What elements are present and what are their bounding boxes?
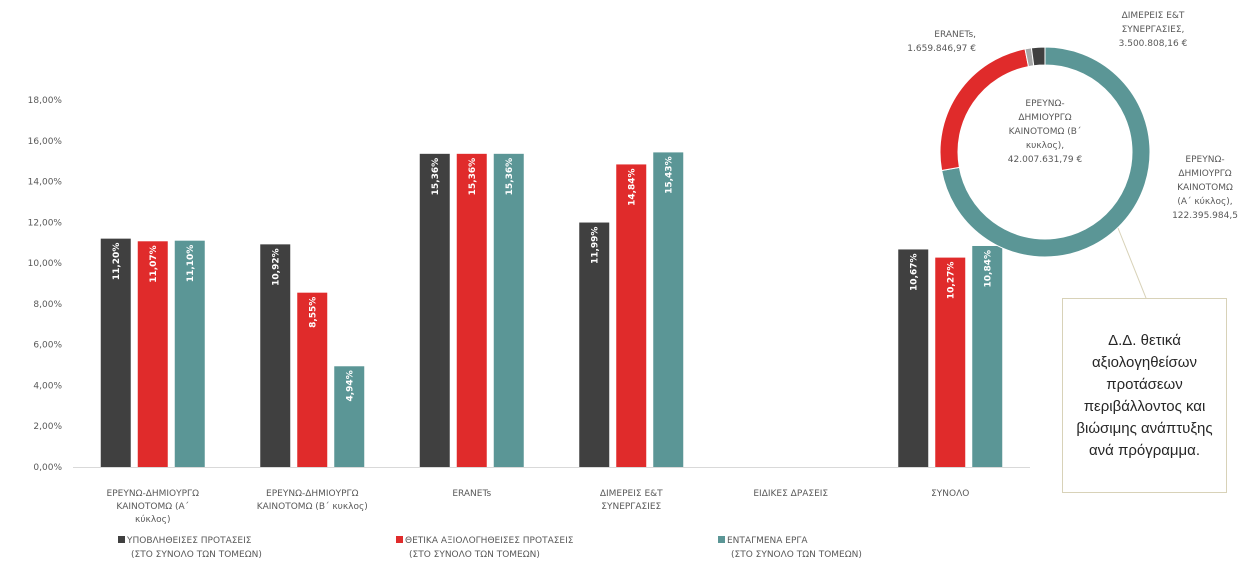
y-tick-label: 8,00% [33,300,62,310]
data-label: 15,36% [431,158,441,196]
donut-slice-label: ERANETs, 1.659.846,97 € [907,30,976,54]
bar-chart-x-ticks: ΕΡΕΥΝΩ-ΔΗΜΙΟΥΡΓΩ ΚΑΙΝΟΤΟΜΩ (Α΄ κύκλος) ΕΡΕΥ… [107,489,970,525]
bar [456,153,487,467]
y-tick-label: 4,00% [33,381,62,391]
bar [616,164,647,467]
legend-entry: ΥΠΟΒΛΗΘΕΙΣΕΣ ΠΡΟΤΑΣΕΙΣ (ΣΤΟ ΣΥΝΟΛΟ ΤΩΝ ΤΟ… [126,536,262,560]
donut-chart-labels: ΕΡΕΥΝΩ-ΔΗΜΙΟΥΡΓΩ ΚΑΙΝΟΤΟΜΩ (Α΄ κύκλος), 122… [907,11,1238,299]
donut-slice-label: ΕΡΕΥΝΩ-ΔΗΜΙΟΥΡΓΩ ΚΑΙΝΟΤΟΜΩ (Β΄ κυκλος), 42.… [1008,99,1083,165]
data-label: 10,27% [946,262,956,300]
data-label: 10,67% [909,253,919,291]
donut-slice [1030,46,1046,67]
y-tick-label: 18,00% [28,96,63,106]
legend-swatch [396,536,403,543]
data-label: 11,07% [149,245,159,282]
data-label: 11,99% [590,227,600,265]
bar-chart-bars [100,152,1003,467]
x-tick-label: ΣΥΝΟΛΟ [931,489,969,499]
donut-slice [941,46,1151,258]
bar [493,153,524,467]
bar [260,244,291,467]
bar [334,366,365,467]
data-label: 15,43% [664,156,674,194]
y-tick-label: 14,00% [28,178,63,188]
donut-slice-label: ΕΡΕΥΝΩ-ΔΗΜΙΟΥΡΓΩ ΚΑΙΝΟΤΟΜΩ (Α΄ κύκλος), 122… [1172,155,1238,221]
bar [100,238,131,467]
donut-slice-label: ΔΙΜΕΡΕΙΣ Ε&Τ ΣΥΝΕΡΓΑΣΙΕΣ, 3.500.808,16 € [1119,11,1188,49]
bar [898,249,929,467]
y-tick-label: 0,00% [33,463,62,473]
bar [297,292,328,467]
callout-box: Δ.Δ. θετικά αξιολογηθείσων προτάσεων περ… [1062,298,1227,493]
data-label: 11,20% [112,243,122,281]
y-tick-label: 10,00% [28,259,63,269]
bar [174,240,205,467]
bar [653,152,684,467]
y-tick-label: 6,00% [33,341,62,351]
y-tick-label: 16,00% [28,137,63,147]
data-label: 15,36% [468,158,478,196]
bar [137,241,168,467]
data-label: 8,55% [308,297,318,328]
legend-entry: ΕΝΤΑΓΜΕΝΑ ΕΡΓΑ (ΣΤΟ ΣΥΝΟΛΟ ΤΩΝ ΤΟΜΕΩΝ) [727,536,862,560]
bar-chart-data-labels: 11,20% 10,92% 15,36% 11,99% 10,67% 11,07% 8,55… [112,156,994,401]
bar-chart-legend: ΥΠΟΒΛΗΘΕΙΣΕΣ ΠΡΟΤΑΣΕΙΣ (ΣΤΟ ΣΥΝΟΛΟ ΤΩΝ ΤΟ… [118,536,862,560]
y-tick-label: 12,00% [28,218,63,228]
callout-leader-line [1117,227,1147,299]
legend-swatch [718,536,725,543]
callout-text: Δ.Δ. θετικά αξιολογηθείσων προτάσεων περ… [1076,331,1213,459]
y-tick-label: 2,00% [33,422,62,432]
bar [579,222,610,467]
bar-chart-y-ticks: 0,00% 2,00% 4,00% 6,00% 8,00% 10,00% 12,00% 14,… [28,96,63,473]
x-tick-label: ΕΙΔΙΚΕΣ ΔΡΑΣΕΙΣ [753,489,828,499]
bar [419,153,450,467]
x-tick-label: ΕΡΕΥΝΩ-ΔΗΜΙΟΥΡΓΩ ΚΑΙΝΟΤΟΜΩ (Β΄ κυκλος) [257,489,368,512]
bar [935,257,966,467]
data-label: 14,84% [627,168,637,206]
data-label: 11,10% [186,245,196,283]
data-label: 4,94% [345,370,355,401]
legend-swatch [118,536,125,543]
legend-entry: ΘΕΤΙΚΑ ΑΞΙΟΛΟΓΗΘΕΙΣΕΣ ΠΡΟΤΑΣΕΙΣ (ΣΤΟ ΣΥΝΟ… [405,536,574,560]
x-tick-label: ΕΡΕΥΝΩ-ΔΗΜΙΟΥΡΓΩ ΚΑΙΝΟΤΟΜΩ (Α΄ κύκλος) [107,489,200,525]
data-label: 10,92% [271,248,281,286]
donut-slice [939,48,1030,172]
data-label: 15,36% [505,158,515,196]
bar [972,245,1003,467]
x-tick-label: ERANETs [452,489,491,499]
data-label: 10,84% [983,250,993,287]
x-tick-label: ΔΙΜΕΡΕΙΣ Ε&Τ ΣΥΝΕΡΓΑΣΙΕΣ [600,489,663,512]
donut-chart [939,46,1151,258]
